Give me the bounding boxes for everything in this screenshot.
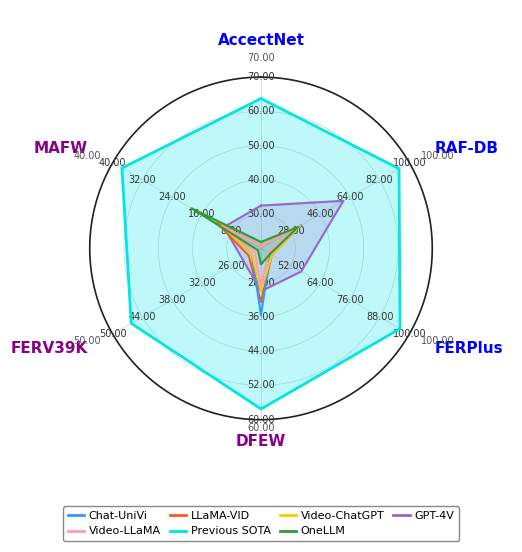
Text: 50.00: 50.00 xyxy=(73,336,101,346)
Text: 60.00: 60.00 xyxy=(247,415,275,424)
Text: 60.00: 60.00 xyxy=(247,107,275,116)
Text: 40.00: 40.00 xyxy=(73,151,101,161)
Text: 44.00: 44.00 xyxy=(128,312,156,322)
Text: DFEW: DFEW xyxy=(236,434,286,449)
Text: 64.00: 64.00 xyxy=(336,192,364,202)
Text: 32.00: 32.00 xyxy=(188,278,216,288)
Text: 38.00: 38.00 xyxy=(158,295,186,305)
Text: 100.00: 100.00 xyxy=(421,336,455,346)
Polygon shape xyxy=(192,208,298,264)
Text: 32.00: 32.00 xyxy=(128,175,156,185)
Text: 50.00: 50.00 xyxy=(99,329,126,339)
Text: MAFW: MAFW xyxy=(33,141,88,156)
Polygon shape xyxy=(224,201,343,291)
Text: 52.00: 52.00 xyxy=(277,261,304,270)
Polygon shape xyxy=(122,98,400,409)
Text: 44.00: 44.00 xyxy=(247,346,275,356)
Text: FERPlus: FERPlus xyxy=(434,341,503,356)
Text: 36.00: 36.00 xyxy=(247,312,275,322)
Text: 70.00: 70.00 xyxy=(247,54,275,63)
Text: 26.00: 26.00 xyxy=(218,261,245,270)
Text: 50.00: 50.00 xyxy=(247,141,275,151)
Text: AccectNet: AccectNet xyxy=(218,33,304,48)
Text: 24.00: 24.00 xyxy=(158,192,186,202)
Text: 52.00: 52.00 xyxy=(247,380,275,390)
Text: 76.00: 76.00 xyxy=(336,295,364,305)
Text: RAF-DB: RAF-DB xyxy=(434,141,499,156)
Text: 100.00: 100.00 xyxy=(393,329,426,339)
Text: 100.00: 100.00 xyxy=(421,151,455,161)
Text: 70.00: 70.00 xyxy=(247,72,275,82)
Text: FERV39K: FERV39K xyxy=(10,341,88,356)
Text: 28.00: 28.00 xyxy=(247,278,275,288)
Text: 28.00: 28.00 xyxy=(277,226,304,236)
Text: 40.00: 40.00 xyxy=(247,175,275,185)
Text: 46.00: 46.00 xyxy=(306,209,334,219)
Text: 100.00: 100.00 xyxy=(393,158,426,168)
Text: 8.00: 8.00 xyxy=(221,226,242,236)
Text: 82.00: 82.00 xyxy=(366,175,394,185)
Text: 88.00: 88.00 xyxy=(366,312,394,322)
Text: 16.00: 16.00 xyxy=(188,209,216,219)
Text: 40.00: 40.00 xyxy=(99,158,126,168)
Legend: Chat-UniVi, Video-LLaMA, LLaMA-VID, Previous SOTA, Video-ChatGPT, OneLLM, GPT-4V: Chat-UniVi, Video-LLaMA, LLaMA-VID, Prev… xyxy=(63,507,459,541)
Text: 30.00: 30.00 xyxy=(247,209,275,219)
Text: 64.00: 64.00 xyxy=(306,278,334,288)
Text: 60.00: 60.00 xyxy=(247,423,275,433)
